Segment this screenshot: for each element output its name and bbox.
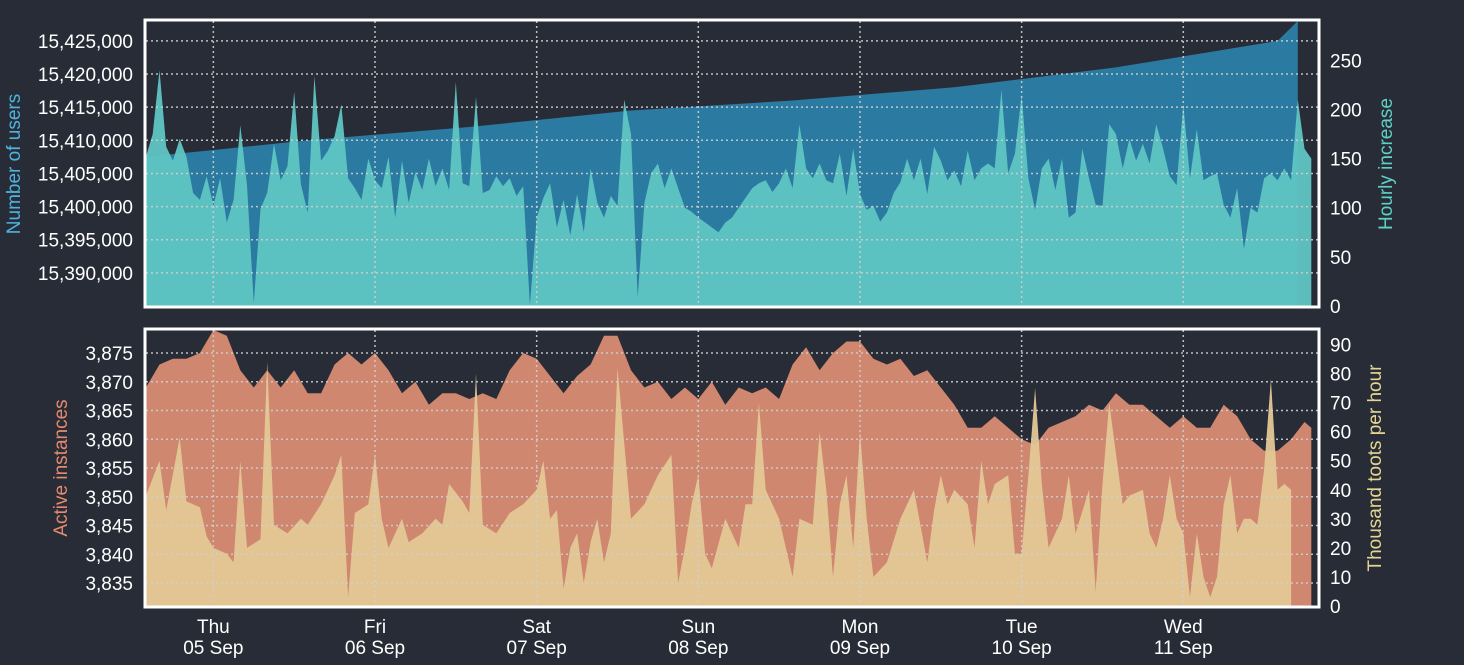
- y2-tick-label: 250: [1330, 51, 1362, 72]
- x-tick-date: 08 Sep: [668, 638, 728, 659]
- y-tick-label: 15,400,000: [38, 198, 133, 219]
- x-tick-weekday: Fri: [364, 617, 386, 638]
- y2-tick-label: 20: [1330, 539, 1351, 560]
- y-tick-label: 3,835: [85, 574, 133, 595]
- x-tick-date: 06 Sep: [345, 638, 405, 659]
- x-tick-date: 10 Sep: [992, 638, 1052, 659]
- x-tick-weekday: Sat: [522, 617, 551, 638]
- y-tick-label: 3,860: [85, 430, 133, 451]
- users-chart: 15,390,000 15,395,000 15,400,000 15,405,000…: [4, 18, 1397, 318]
- thousand-toots-per-hour-area: [146, 362, 1292, 606]
- y-tick-label: 3,855: [85, 459, 133, 480]
- y-tick-label: 15,420,000: [38, 65, 133, 86]
- x-tick-weekday: Wed: [1164, 617, 1203, 638]
- plot-area: [146, 330, 1318, 606]
- x-tick-weekday: Mon: [841, 617, 878, 638]
- x-tick-date: 07 Sep: [507, 638, 567, 659]
- y2-axis-title: Hourly increase: [1376, 98, 1397, 230]
- instances-chart: 3,835 3,840 3,845 3,850 3,855 3,860 3,865 3,870…: [51, 327, 1386, 618]
- y-tick-label: 3,840: [85, 545, 133, 566]
- x-tick-weekday: Thu: [197, 617, 230, 638]
- x-tick-date: 05 Sep: [183, 638, 243, 659]
- y-tick-label: 15,410,000: [38, 131, 133, 152]
- y2-tick-label: 150: [1330, 150, 1362, 171]
- plot-frame: [143, 18, 1321, 309]
- y-tick-label: 15,395,000: [38, 231, 133, 252]
- y-tick-label: 15,390,000: [38, 264, 133, 285]
- y-tick-label: 3,865: [85, 402, 133, 423]
- x-tick-date: 11 Sep: [1154, 638, 1213, 659]
- y-tick-label: 15,425,000: [38, 32, 133, 53]
- y2-tick-label: 200: [1330, 100, 1362, 121]
- y2-tick-label: 90: [1330, 336, 1351, 357]
- plot-frame: [143, 327, 1321, 609]
- y2-tick-label: 80: [1330, 365, 1351, 386]
- y2-tick-label: 50: [1330, 452, 1351, 473]
- y-tick-label: 3,875: [85, 344, 133, 365]
- y2-tick-label: 0: [1330, 597, 1341, 618]
- y2-tick-label: 30: [1330, 510, 1351, 531]
- x-tick-weekday: Sun: [681, 617, 715, 638]
- y2-tick-label: 50: [1330, 248, 1351, 269]
- y-axis-title: Number of users: [4, 94, 25, 234]
- y-tick-label: 15,405,000: [38, 164, 133, 185]
- y2-tick-label: 0: [1330, 297, 1341, 318]
- y2-tick-label: 60: [1330, 423, 1351, 444]
- y-axis-title: Active instances: [51, 399, 72, 536]
- y-tick-label: 15,415,000: [38, 98, 133, 119]
- y2-tick-label: 100: [1330, 199, 1362, 220]
- y2-axis-title: Thousand toots per hour: [1365, 364, 1386, 572]
- y2-tick-label: 10: [1330, 568, 1351, 589]
- x-tick-date: 09 Sep: [830, 638, 890, 659]
- y-tick-label: 3,845: [85, 517, 133, 538]
- y-tick-label: 3,850: [85, 488, 133, 509]
- y-tick-label: 3,870: [85, 373, 133, 394]
- x-tick-weekday: Tue: [1006, 617, 1038, 638]
- hourly-increase-area: [146, 70, 1312, 306]
- plot-area: [146, 21, 1318, 306]
- y2-tick-label: 40: [1330, 481, 1351, 502]
- y2-tick-label: 70: [1330, 394, 1351, 415]
